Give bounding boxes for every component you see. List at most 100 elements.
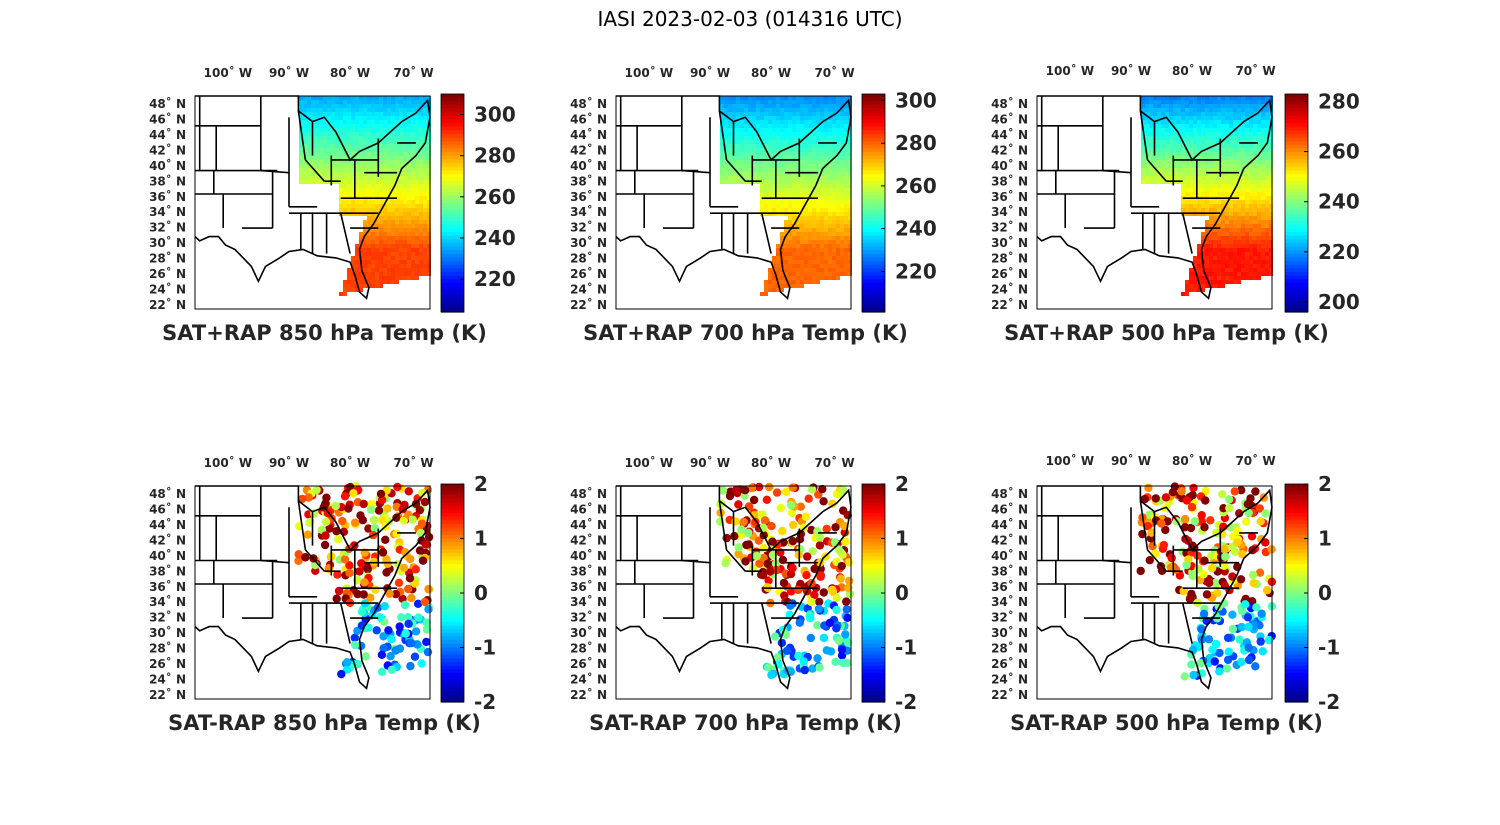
data-cell [832,188,836,192]
colorbar-segment [441,622,464,627]
data-cell [1165,168,1169,172]
data-cell [744,172,748,176]
data-cell [820,136,824,140]
data-cell [399,144,403,148]
data-cell [848,204,852,208]
data-cell [415,248,419,252]
data-cell [375,132,379,136]
colorbar-segment [441,257,464,262]
data-cell [419,232,423,236]
data-cell [1177,128,1181,132]
data-cell [800,272,804,276]
data-cell [1157,168,1161,172]
data-cell [1165,164,1169,168]
data-cell [772,108,776,112]
data-cell [387,136,391,140]
data-cell [800,120,804,124]
data-cell [1225,136,1229,140]
data-cell [327,116,331,120]
data-cell [395,208,399,212]
data-cell [820,256,824,260]
data-cell [844,244,848,248]
data-cell [792,220,796,224]
colorbar-segment [441,578,464,583]
data-cell [1213,124,1217,128]
data-cell [792,100,796,104]
data-cell [812,100,816,104]
data-cell [383,156,387,160]
colorbar-segment [1285,97,1308,102]
data-cell [371,200,375,204]
data-cell [387,144,391,148]
colorbar-segment [441,264,464,269]
data-cell [752,144,756,148]
data-point [303,530,313,539]
data-cell [796,228,800,232]
data-cell [403,256,407,260]
data-cell [768,140,772,144]
data-cell [415,232,419,236]
data-cell [395,268,399,272]
data-cell [343,156,347,160]
data-cell [740,104,744,108]
data-cell [772,208,776,212]
data-cell [812,272,816,276]
data-cell [832,268,836,272]
data-cell [1245,232,1249,236]
lat-tick-label: 24˚ N [570,672,607,687]
data-cell [375,208,379,212]
data-cell [1193,128,1197,132]
data-cell [1185,192,1189,196]
lat-tick-label: 24˚ N [570,282,607,297]
colorbar-segment [441,513,464,518]
data-cell [812,228,816,232]
data-cell [1153,116,1157,120]
data-cell [407,228,411,232]
data-cell [1177,108,1181,112]
data-cell [720,112,724,116]
data-cell [1261,156,1265,160]
data-cell [1253,220,1257,224]
data-cell [371,236,375,240]
axes-frame [194,485,431,700]
data-cell [359,188,363,192]
data-cell [832,200,836,204]
data-cell [756,148,760,152]
data-cell [367,216,371,220]
data-cell [399,196,403,200]
data-cell [1245,212,1249,216]
data-cell [1189,204,1193,208]
data-cell [1237,220,1241,224]
data-cell [407,200,411,204]
data-cell [748,144,752,148]
data-cell [343,168,347,172]
data-cell [1229,152,1233,156]
data-cell [423,136,427,140]
data-cell [1173,172,1177,176]
data-cell [1213,160,1217,164]
data-cell [1257,220,1261,224]
data-cell [1201,192,1205,196]
data-cell [1245,96,1249,100]
data-cell [1221,272,1225,276]
data-cell [1209,176,1213,180]
data-cell [1241,228,1245,232]
colorbar-segment [441,152,464,157]
data-cell [1229,228,1233,232]
data-cell [756,176,760,180]
data-cell [1253,208,1257,212]
lat-tick-label: 42˚ N [149,532,186,547]
data-cell [407,272,411,276]
data-cell [1233,136,1237,140]
data-cell [363,136,367,140]
data-cell [808,224,812,228]
data-cell [808,156,812,160]
data-cell [776,148,780,152]
data-cell [1185,112,1189,116]
data-cell [1181,188,1185,192]
data-cell [363,236,367,240]
data-cell [335,120,339,124]
data-cell [403,260,407,264]
data-point [357,607,367,616]
data-cell [840,216,844,220]
